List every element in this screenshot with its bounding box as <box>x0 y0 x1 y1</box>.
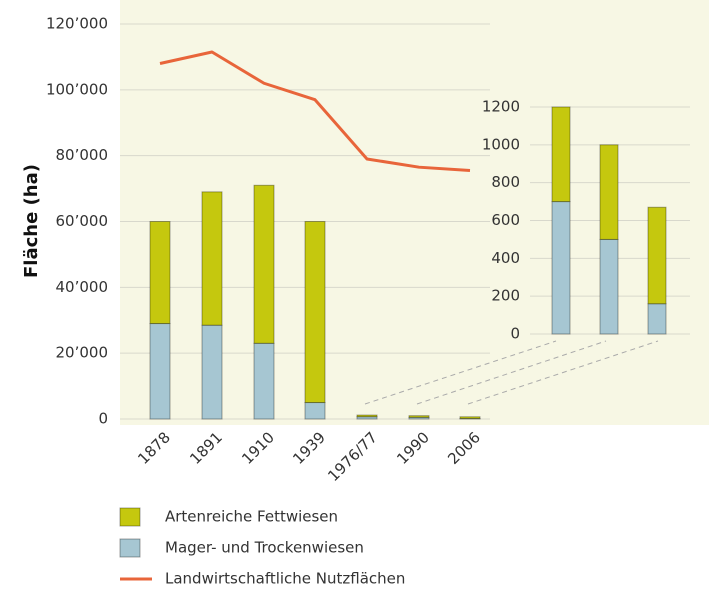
bar-segment <box>201 191 223 326</box>
bar-segment <box>356 414 378 418</box>
x-tick-label: 1990 <box>393 428 433 468</box>
y-tick-label: 0 <box>510 325 520 343</box>
y-tick-label: 1200 <box>482 98 520 116</box>
bar-segment <box>599 144 619 240</box>
bar-segment <box>253 342 275 420</box>
bar-segment <box>647 206 667 305</box>
legend-swatch <box>119 507 141 527</box>
y-tick-label: 100’000 <box>46 80 108 98</box>
y-tick-label: 200 <box>491 287 520 305</box>
y-tick-label: 600 <box>491 211 520 229</box>
bar-segment <box>647 303 667 335</box>
x-tick-label: 1878 <box>134 428 174 468</box>
x-tick-label: 1910 <box>238 428 278 468</box>
x-tick-label: 1939 <box>289 428 329 468</box>
bar-segment <box>304 221 326 404</box>
bar-segment <box>599 238 619 335</box>
y-tick-label: 40’000 <box>56 278 109 296</box>
x-tick-label: 2006 <box>444 428 484 468</box>
bar-segment <box>149 323 171 420</box>
y-tick-label: 1000 <box>482 135 520 153</box>
bar-segment <box>149 221 171 325</box>
y-tick-label: 20’000 <box>56 344 109 362</box>
y-tick-label: 60’000 <box>56 212 109 230</box>
y-axis-label: Fläche (ha) <box>21 164 42 278</box>
bar-segment <box>201 324 223 420</box>
bar-segment <box>551 106 571 203</box>
bar-segment <box>459 416 481 419</box>
bar-segment <box>253 184 275 344</box>
y-tick-label: 800 <box>491 173 520 191</box>
legend-label: Artenreiche Fettwiesen <box>165 508 338 526</box>
inset-connectors <box>364 340 659 405</box>
bar-segment <box>551 201 571 335</box>
y-tick-label: 80’000 <box>56 146 109 164</box>
x-tick-label: 1891 <box>186 428 226 468</box>
legend-label: Landwirtschaftliche Nutzflächen <box>165 570 405 588</box>
y-tick-label: 0 <box>98 410 108 428</box>
legend-swatch <box>119 538 141 558</box>
x-tick-label: 1976/77 <box>324 428 381 485</box>
line-series <box>159 50 471 172</box>
y-tick-label: 400 <box>491 249 520 267</box>
y-tick-label: 120’000 <box>46 15 108 33</box>
bar-segment <box>408 415 430 418</box>
bar-segment <box>304 402 326 420</box>
legend-label: Mager- und Trockenwiesen <box>165 539 364 557</box>
